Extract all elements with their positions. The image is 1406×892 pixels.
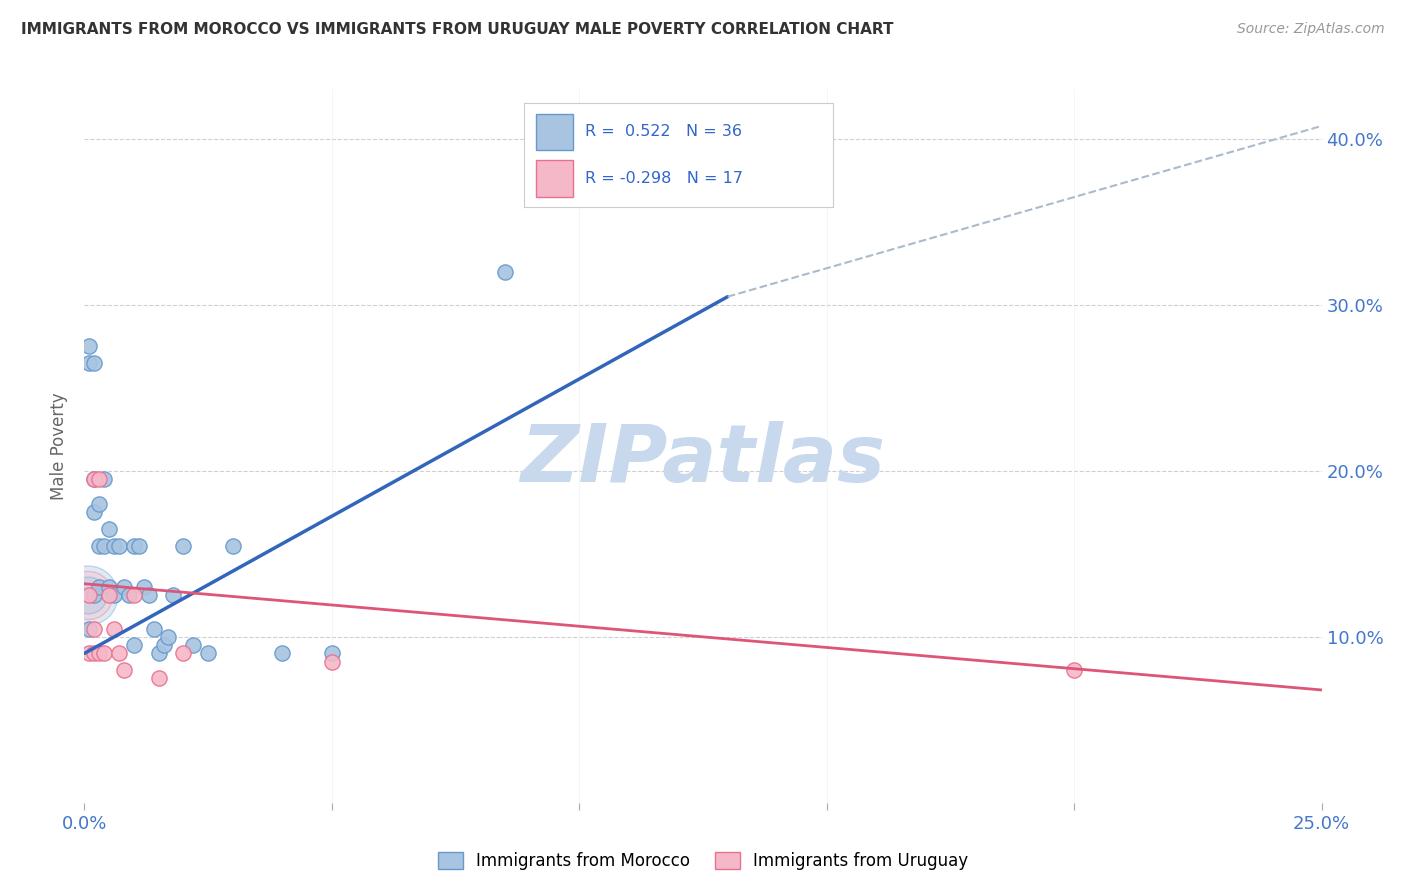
- Point: [103, 622, 125, 636]
- Point: [271, 647, 294, 661]
- Point: [138, 588, 160, 602]
- Point: [112, 663, 135, 677]
- Text: Source: ZipAtlas.com: Source: ZipAtlas.com: [1237, 22, 1385, 37]
- Point: [122, 539, 145, 553]
- Text: R = -0.298   N = 17: R = -0.298 N = 17: [585, 171, 744, 186]
- Point: [77, 588, 100, 602]
- Point: [222, 539, 245, 553]
- Legend: Immigrants from Morocco, Immigrants from Uruguay: Immigrants from Morocco, Immigrants from…: [430, 845, 976, 877]
- Point: [148, 671, 170, 685]
- Point: [132, 580, 155, 594]
- Point: [89, 539, 111, 553]
- Text: IMMIGRANTS FROM MOROCCO VS IMMIGRANTS FROM URUGUAY MALE POVERTY CORRELATION CHAR: IMMIGRANTS FROM MOROCCO VS IMMIGRANTS FR…: [21, 22, 894, 37]
- Point: [181, 638, 204, 652]
- Bar: [536, 114, 574, 150]
- Point: [79, 622, 101, 636]
- Point: [83, 647, 105, 661]
- Point: [79, 647, 101, 661]
- Point: [157, 630, 180, 644]
- Point: [494, 265, 516, 279]
- Point: [108, 539, 131, 553]
- Point: [142, 622, 165, 636]
- Text: ZIPatlas: ZIPatlas: [520, 421, 886, 500]
- Point: [93, 647, 115, 661]
- Point: [122, 588, 145, 602]
- Point: [79, 356, 101, 370]
- Point: [118, 588, 141, 602]
- Point: [89, 647, 111, 661]
- Point: [98, 580, 121, 594]
- Point: [172, 539, 194, 553]
- Point: [197, 647, 219, 661]
- Point: [128, 539, 150, 553]
- Point: [83, 622, 105, 636]
- Point: [83, 356, 105, 370]
- Point: [89, 580, 111, 594]
- Point: [112, 580, 135, 594]
- Point: [103, 539, 125, 553]
- Point: [122, 638, 145, 652]
- Point: [321, 647, 343, 661]
- Point: [148, 647, 170, 661]
- Y-axis label: Male Poverty: Male Poverty: [51, 392, 69, 500]
- Point: [83, 472, 105, 486]
- Point: [93, 472, 115, 486]
- Point: [98, 588, 121, 602]
- Point: [162, 588, 184, 602]
- Point: [1063, 663, 1085, 677]
- Text: R =  0.522   N = 36: R = 0.522 N = 36: [585, 124, 742, 139]
- Point: [79, 339, 101, 353]
- Bar: [536, 161, 574, 196]
- Point: [103, 588, 125, 602]
- Point: [108, 647, 131, 661]
- Point: [172, 647, 194, 661]
- Point: [83, 472, 105, 486]
- Point: [89, 472, 111, 486]
- Point: [89, 497, 111, 511]
- Point: [321, 655, 343, 669]
- Point: [77, 588, 100, 602]
- Point: [83, 588, 105, 602]
- Point: [93, 539, 115, 553]
- Point: [77, 588, 100, 602]
- Point: [98, 522, 121, 536]
- Point: [152, 638, 174, 652]
- Point: [79, 588, 101, 602]
- Point: [83, 505, 105, 519]
